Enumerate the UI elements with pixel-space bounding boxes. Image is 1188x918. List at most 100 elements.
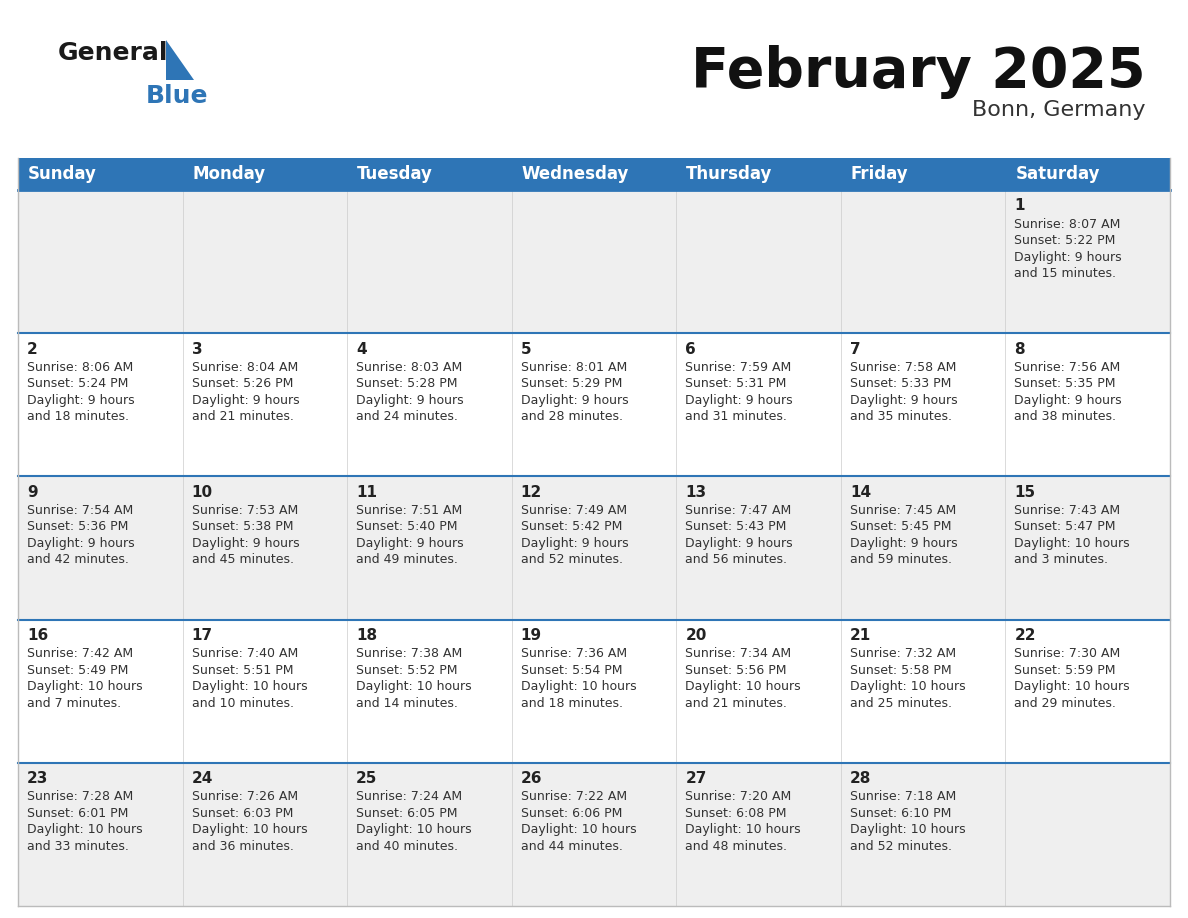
Text: 4: 4 <box>356 341 367 357</box>
Text: Sunset: 5:59 PM: Sunset: 5:59 PM <box>1015 664 1116 677</box>
Text: Daylight: 10 hours: Daylight: 10 hours <box>356 823 472 836</box>
Text: Sunset: 6:05 PM: Sunset: 6:05 PM <box>356 807 457 820</box>
Text: 27: 27 <box>685 771 707 787</box>
Text: and 14 minutes.: and 14 minutes. <box>356 697 459 710</box>
Text: and 33 minutes.: and 33 minutes. <box>27 840 128 853</box>
Text: Sunset: 5:29 PM: Sunset: 5:29 PM <box>520 377 623 390</box>
Text: 14: 14 <box>849 485 871 500</box>
Text: 23: 23 <box>27 771 49 787</box>
Text: Sunset: 5:22 PM: Sunset: 5:22 PM <box>1015 234 1116 247</box>
Text: and 44 minutes.: and 44 minutes. <box>520 840 623 853</box>
Bar <box>841 158 1005 190</box>
Text: 28: 28 <box>849 771 871 787</box>
Bar <box>18 620 1170 763</box>
Text: Sunset: 5:38 PM: Sunset: 5:38 PM <box>191 521 293 533</box>
Text: and 24 minutes.: and 24 minutes. <box>356 410 459 423</box>
Text: and 48 minutes.: and 48 minutes. <box>685 840 788 853</box>
Text: Wednesday: Wednesday <box>522 165 630 183</box>
Text: 18: 18 <box>356 628 378 644</box>
Text: February 2025: February 2025 <box>691 45 1146 99</box>
Text: and 25 minutes.: and 25 minutes. <box>849 697 952 710</box>
Text: and 56 minutes.: and 56 minutes. <box>685 554 788 566</box>
Text: Daylight: 10 hours: Daylight: 10 hours <box>191 823 308 836</box>
Text: Sunset: 5:52 PM: Sunset: 5:52 PM <box>356 664 457 677</box>
Text: Daylight: 10 hours: Daylight: 10 hours <box>685 823 801 836</box>
Text: Daylight: 10 hours: Daylight: 10 hours <box>27 823 143 836</box>
Text: Sunset: 6:08 PM: Sunset: 6:08 PM <box>685 807 786 820</box>
Text: Sunset: 6:01 PM: Sunset: 6:01 PM <box>27 807 128 820</box>
Text: Sunset: 5:49 PM: Sunset: 5:49 PM <box>27 664 128 677</box>
Bar <box>347 158 512 190</box>
Text: 13: 13 <box>685 485 707 500</box>
Text: Sunrise: 7:18 AM: Sunrise: 7:18 AM <box>849 790 956 803</box>
Text: 11: 11 <box>356 485 377 500</box>
Text: Sunrise: 7:20 AM: Sunrise: 7:20 AM <box>685 790 791 803</box>
Text: Sunrise: 7:45 AM: Sunrise: 7:45 AM <box>849 504 956 517</box>
Text: 1: 1 <box>1015 198 1025 214</box>
Text: Sunset: 6:03 PM: Sunset: 6:03 PM <box>191 807 293 820</box>
Text: Sunrise: 7:53 AM: Sunrise: 7:53 AM <box>191 504 298 517</box>
Text: 2: 2 <box>27 341 38 357</box>
Text: 16: 16 <box>27 628 49 644</box>
Bar <box>18 333 1170 476</box>
Text: Daylight: 9 hours: Daylight: 9 hours <box>520 394 628 407</box>
Text: Sunset: 5:58 PM: Sunset: 5:58 PM <box>849 664 952 677</box>
Text: 12: 12 <box>520 485 542 500</box>
Text: Daylight: 10 hours: Daylight: 10 hours <box>520 680 637 693</box>
Bar <box>1005 158 1170 190</box>
Text: Sunset: 5:47 PM: Sunset: 5:47 PM <box>1015 521 1116 533</box>
Text: and 36 minutes.: and 36 minutes. <box>191 840 293 853</box>
Text: and 18 minutes.: and 18 minutes. <box>27 410 129 423</box>
Text: 15: 15 <box>1015 485 1036 500</box>
Text: Sunrise: 7:24 AM: Sunrise: 7:24 AM <box>356 790 462 803</box>
Text: Daylight: 10 hours: Daylight: 10 hours <box>191 680 308 693</box>
Text: 24: 24 <box>191 771 213 787</box>
Text: Daylight: 10 hours: Daylight: 10 hours <box>849 680 966 693</box>
Text: Saturday: Saturday <box>1016 165 1100 183</box>
Text: Sunrise: 7:42 AM: Sunrise: 7:42 AM <box>27 647 133 660</box>
Text: Sunrise: 7:22 AM: Sunrise: 7:22 AM <box>520 790 627 803</box>
Polygon shape <box>166 40 194 80</box>
Text: 10: 10 <box>191 485 213 500</box>
Text: and 15 minutes.: and 15 minutes. <box>1015 267 1117 280</box>
Bar <box>18 476 1170 620</box>
Text: Sunrise: 8:04 AM: Sunrise: 8:04 AM <box>191 361 298 374</box>
Text: Daylight: 10 hours: Daylight: 10 hours <box>1015 680 1130 693</box>
Text: and 42 minutes.: and 42 minutes. <box>27 554 128 566</box>
Text: Daylight: 10 hours: Daylight: 10 hours <box>849 823 966 836</box>
Text: Sunset: 5:26 PM: Sunset: 5:26 PM <box>191 377 293 390</box>
Text: Tuesday: Tuesday <box>358 165 432 183</box>
Text: and 21 minutes.: and 21 minutes. <box>191 410 293 423</box>
Text: Sunrise: 7:59 AM: Sunrise: 7:59 AM <box>685 361 791 374</box>
Text: Sunrise: 7:26 AM: Sunrise: 7:26 AM <box>191 790 298 803</box>
Text: Sunset: 5:42 PM: Sunset: 5:42 PM <box>520 521 623 533</box>
Text: Daylight: 9 hours: Daylight: 9 hours <box>356 537 463 550</box>
Text: Daylight: 9 hours: Daylight: 9 hours <box>27 537 134 550</box>
Text: Sunset: 6:06 PM: Sunset: 6:06 PM <box>520 807 623 820</box>
Text: 20: 20 <box>685 628 707 644</box>
Text: Sunrise: 7:58 AM: Sunrise: 7:58 AM <box>849 361 956 374</box>
Text: Sunset: 5:56 PM: Sunset: 5:56 PM <box>685 664 786 677</box>
Text: Daylight: 9 hours: Daylight: 9 hours <box>520 537 628 550</box>
Text: Thursday: Thursday <box>687 165 772 183</box>
Text: 8: 8 <box>1015 341 1025 357</box>
Text: Sunday: Sunday <box>29 165 97 183</box>
Text: Daylight: 10 hours: Daylight: 10 hours <box>1015 537 1130 550</box>
Text: 25: 25 <box>356 771 378 787</box>
Text: Sunset: 5:51 PM: Sunset: 5:51 PM <box>191 664 293 677</box>
Text: and 35 minutes.: and 35 minutes. <box>849 410 952 423</box>
Text: Daylight: 10 hours: Daylight: 10 hours <box>520 823 637 836</box>
Text: General: General <box>58 41 169 65</box>
Text: and 40 minutes.: and 40 minutes. <box>356 840 459 853</box>
Text: and 38 minutes.: and 38 minutes. <box>1015 410 1117 423</box>
Text: Sunrise: 7:34 AM: Sunrise: 7:34 AM <box>685 647 791 660</box>
Text: 5: 5 <box>520 341 531 357</box>
Text: 17: 17 <box>191 628 213 644</box>
Text: and 18 minutes.: and 18 minutes. <box>520 697 623 710</box>
Text: Bonn, Germany: Bonn, Germany <box>973 100 1146 120</box>
Text: Sunrise: 8:06 AM: Sunrise: 8:06 AM <box>27 361 133 374</box>
Text: Sunset: 5:35 PM: Sunset: 5:35 PM <box>1015 377 1116 390</box>
Text: Daylight: 9 hours: Daylight: 9 hours <box>1015 251 1121 263</box>
Text: Sunset: 5:24 PM: Sunset: 5:24 PM <box>27 377 128 390</box>
Text: Sunset: 5:33 PM: Sunset: 5:33 PM <box>849 377 952 390</box>
